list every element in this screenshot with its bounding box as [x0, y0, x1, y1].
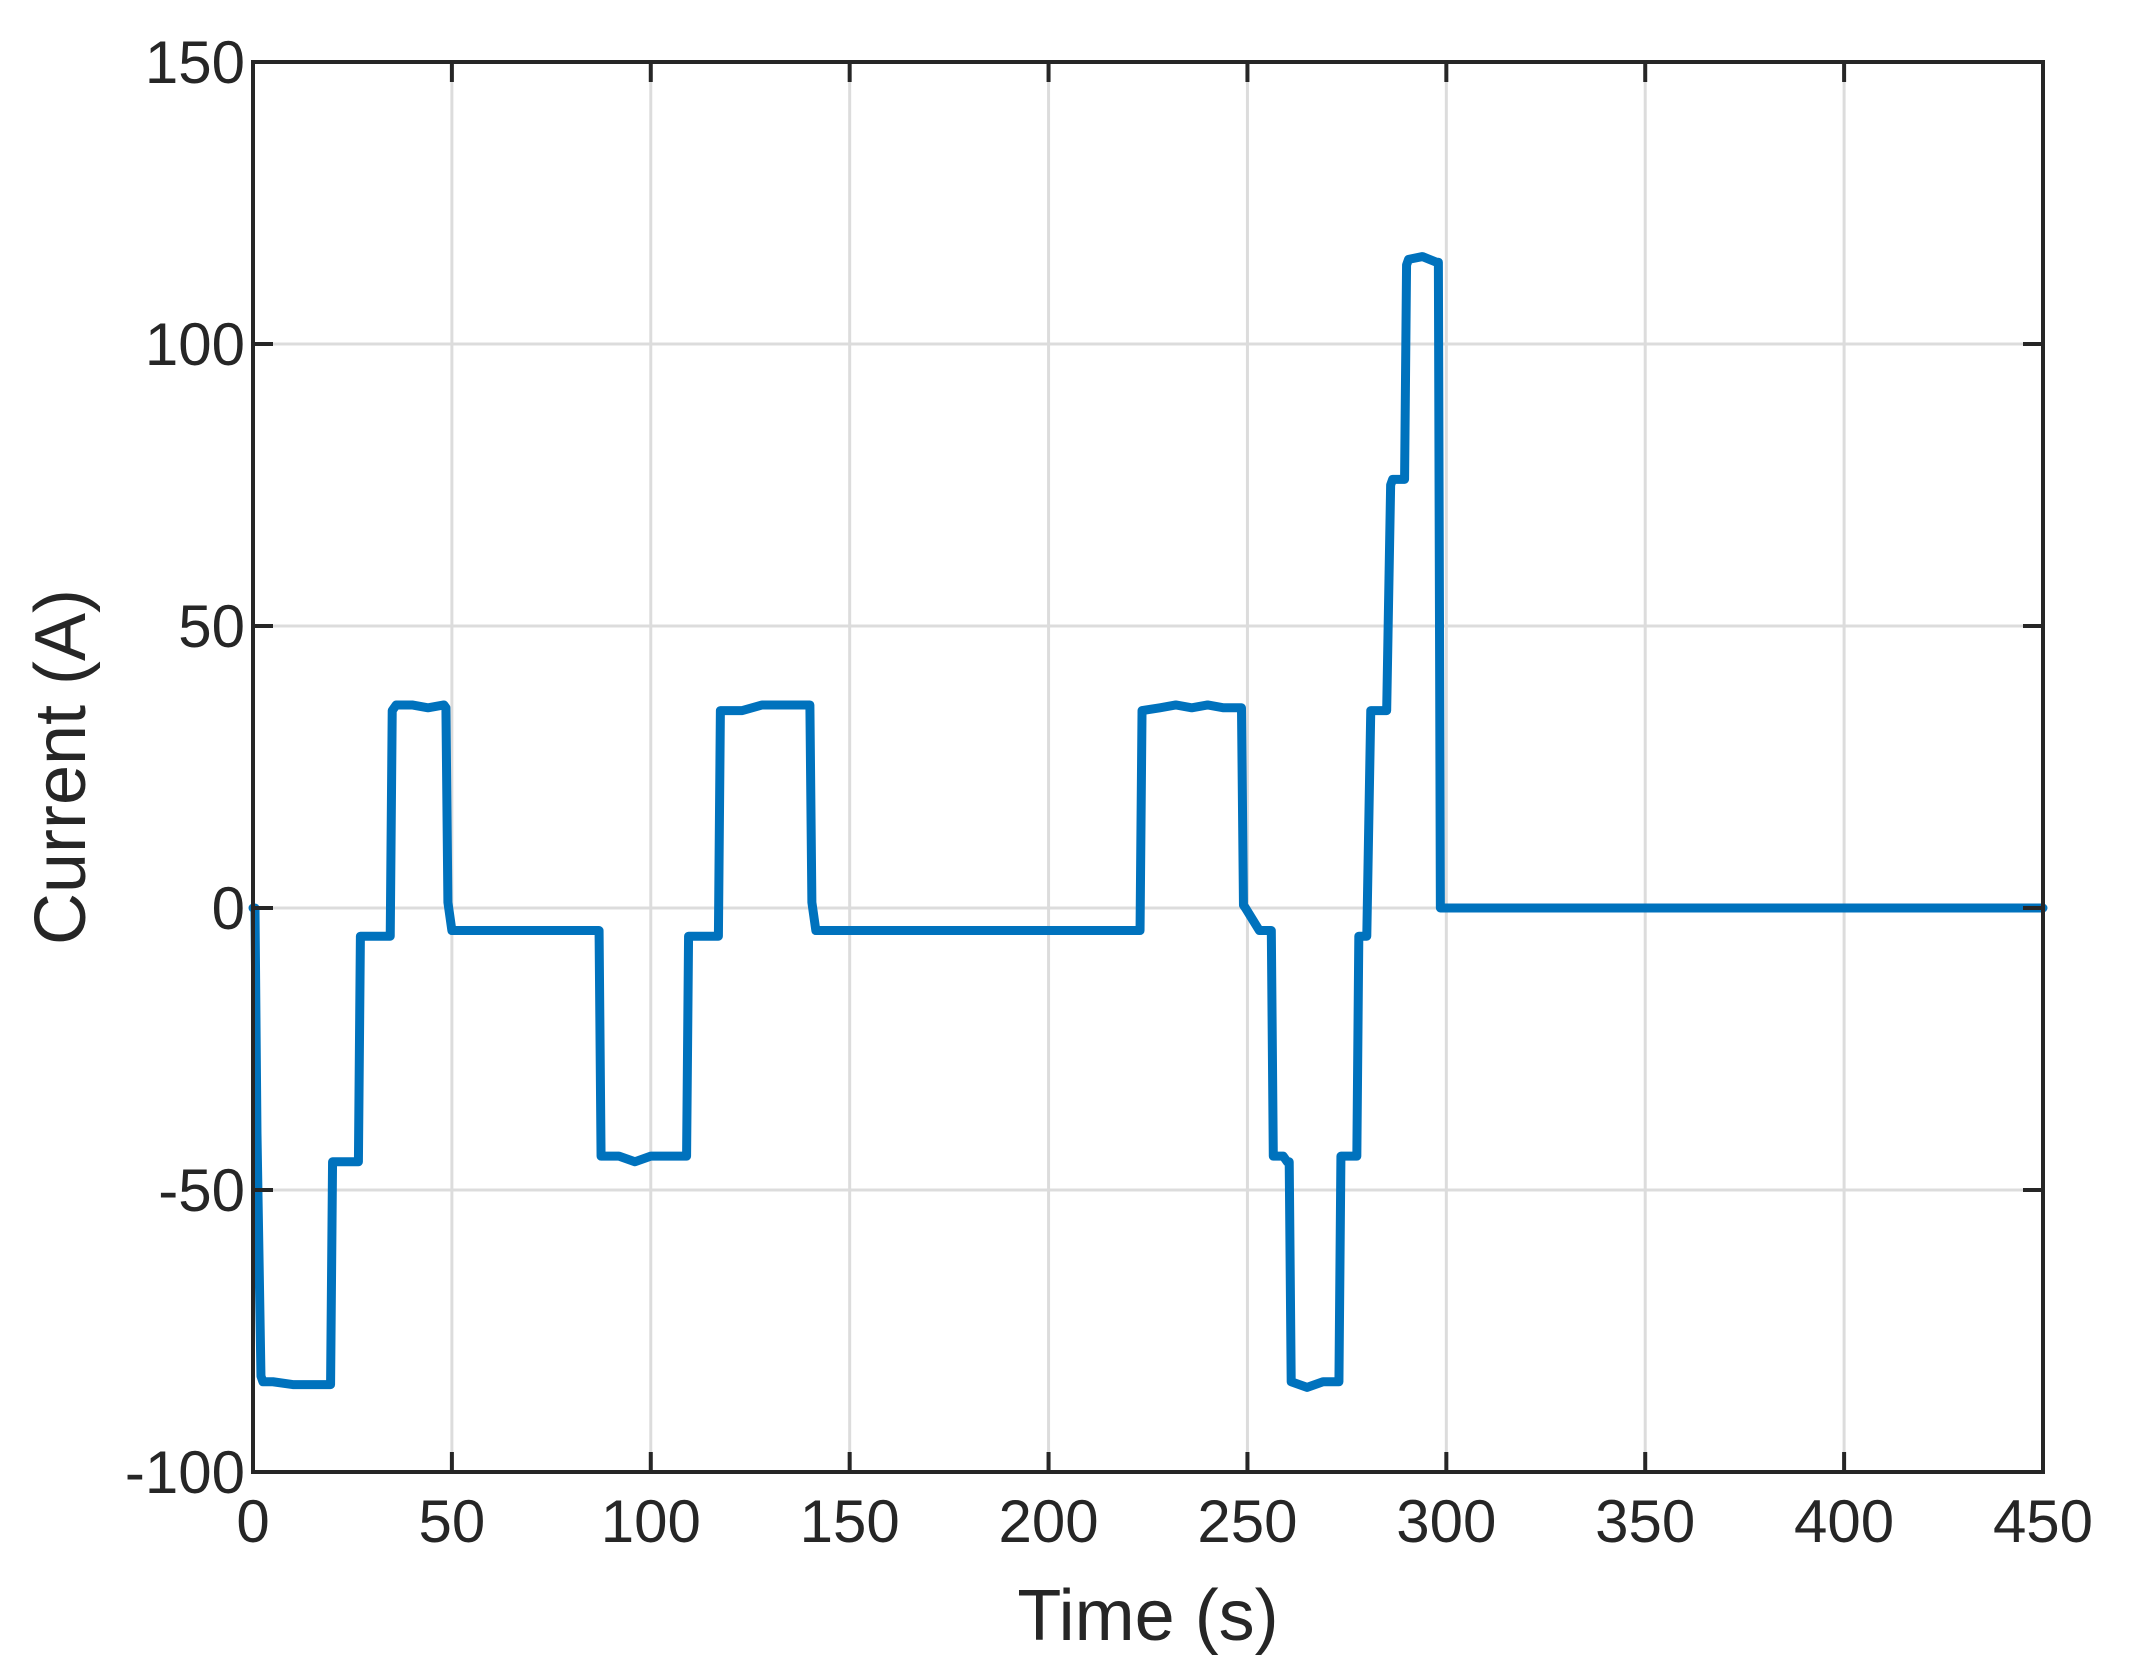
x-tick-label: 50 [419, 1488, 486, 1555]
x-tick-label: 300 [1396, 1488, 1496, 1555]
y-tick-label: 150 [145, 29, 245, 96]
x-tick-label: 250 [1197, 1488, 1297, 1555]
x-tick-label: 150 [800, 1488, 900, 1555]
axes-box [251, 60, 2045, 1474]
x-tick-label: 400 [1794, 1488, 1894, 1555]
x-tick-label: 200 [999, 1488, 1099, 1555]
x-tick-label: 350 [1595, 1488, 1695, 1555]
y-tick-label: -100 [125, 1439, 245, 1506]
x-tick-label: 0 [236, 1488, 269, 1555]
tick-labels: 0 50 100 150 200 250 300 350 400 450 -100 -50 0 50 100… [125, 29, 2093, 1555]
x-tick-label: 450 [1993, 1488, 2093, 1555]
x-axis-title: Time (s) [1017, 1576, 1278, 1656]
series-line-1 [248, 252, 2048, 1392]
axes-frame [251, 60, 2045, 1474]
y-tick-label: 100 [145, 311, 245, 378]
y-axis-title: Current (A) [21, 589, 101, 945]
plot-background [253, 62, 2043, 1472]
series-layer [248, 252, 2048, 1392]
y-tick-label: -50 [158, 1157, 245, 1224]
y-tick-label: 0 [212, 875, 245, 942]
y-tick-label: 50 [178, 593, 245, 660]
x-tick-label: 100 [601, 1488, 701, 1555]
